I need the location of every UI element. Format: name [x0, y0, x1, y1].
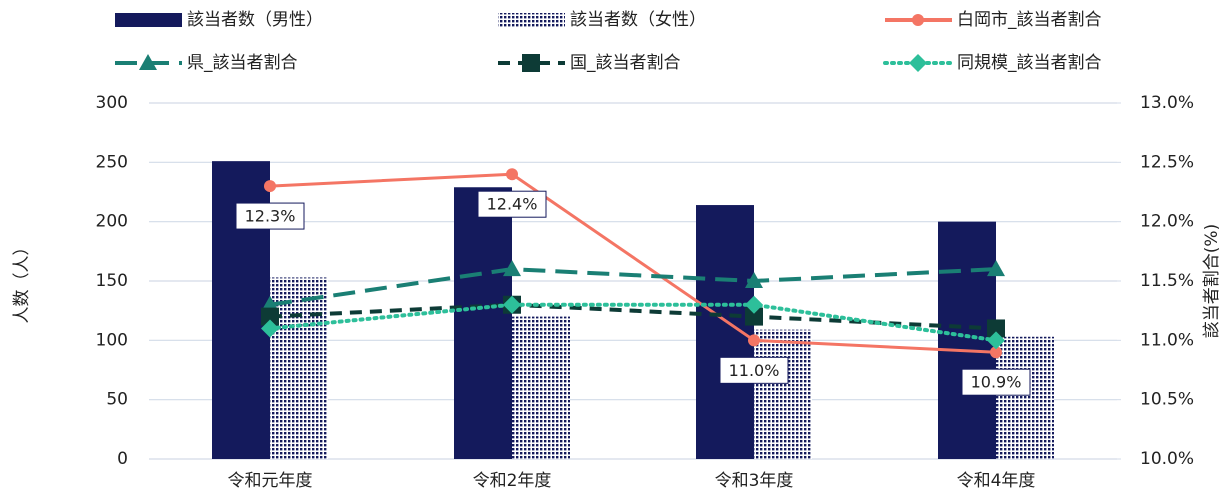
legend-label: 該当者数（男性） [187, 10, 323, 30]
y2-tick-label: 12.5% [1140, 152, 1194, 172]
legend-item: 白岡市_該当者割合 [885, 10, 1102, 30]
marker [261, 319, 279, 338]
legend-item: 県_該当者割合 [115, 53, 298, 73]
x-tick-label: 令和2年度 [473, 471, 552, 491]
line-series [261, 295, 1005, 338]
marker [503, 260, 521, 277]
y-tick-label: 200 [96, 212, 128, 232]
line [269, 267, 997, 307]
bar [512, 316, 570, 459]
legend-item: 同規模_該当者割合 [883, 53, 1102, 73]
marker [990, 346, 1002, 359]
marker [506, 168, 518, 181]
marker [745, 272, 763, 288]
legend-label: 同規模_該当者割合 [957, 53, 1102, 73]
line-series [261, 295, 1005, 350]
legend-label: 県_該当者割合 [187, 53, 298, 73]
y2-tick-label: 10.5% [1140, 390, 1194, 410]
y2-tick-label: 11.5% [1140, 271, 1194, 291]
x-tick-label: 令和元年度 [228, 471, 313, 491]
y-tick-label: 50 [106, 390, 128, 410]
bar [996, 336, 1054, 459]
y2-tick-label: 11.0% [1140, 330, 1194, 350]
legend-item: 国_該当者割合 [498, 53, 681, 73]
legend-swatch [115, 13, 182, 27]
data-label-box [719, 356, 789, 384]
line-series [261, 260, 1005, 312]
line [268, 302, 998, 343]
data-label: 11.0% [729, 361, 780, 380]
y-tick-label: 250 [96, 152, 128, 172]
bar [270, 277, 328, 459]
legend-label: 白岡市_該当者割合 [957, 10, 1102, 30]
data-label: 12.3% [245, 207, 296, 226]
marker [264, 180, 276, 193]
marker [987, 260, 1005, 277]
x-tick-label: 令和3年度 [715, 471, 794, 491]
legend-item: 該当者数（男性） [115, 10, 323, 30]
y2-tick-label: 12.0% [1140, 212, 1194, 232]
marker [503, 295, 521, 314]
y-tick-label: 0 [117, 449, 128, 469]
legend-label: 該当者数（女性） [570, 10, 706, 30]
data-label-box [235, 202, 305, 230]
legend-marker [139, 54, 157, 70]
legend-marker [912, 14, 924, 26]
marker [987, 319, 1005, 338]
bar [696, 205, 754, 459]
y2-axis-title: 該当者割合(%) [1202, 224, 1222, 338]
legend-item: 該当者数（女性） [498, 10, 706, 30]
y-axis-title: 人数（人） [12, 239, 32, 324]
marker [745, 307, 763, 326]
bar [454, 187, 512, 459]
legend-marker [909, 54, 927, 72]
y-tick-label: 100 [96, 330, 128, 350]
marker [261, 307, 279, 326]
legend-swatch [498, 13, 565, 27]
y2-tick-label: 13.0% [1140, 93, 1194, 113]
marker [745, 295, 763, 314]
marker [987, 331, 1005, 350]
legend-marker [522, 54, 540, 72]
marker [748, 334, 760, 347]
line-series: 12.3% 12.4% 11.0% 10.9% [235, 168, 1031, 396]
data-label: 10.9% [971, 373, 1022, 392]
y-tick-label: 300 [96, 93, 128, 113]
line [269, 172, 997, 354]
y2-tick-label: 10.0% [1140, 449, 1194, 469]
legend-label: 国_該当者割合 [570, 53, 681, 73]
bar [754, 329, 812, 459]
data-label-box [961, 368, 1031, 396]
y-tick-label: 150 [96, 271, 128, 291]
data-label: 12.4% [487, 195, 538, 214]
data-label-box [477, 190, 547, 218]
x-tick-label: 令和4年度 [957, 471, 1036, 491]
